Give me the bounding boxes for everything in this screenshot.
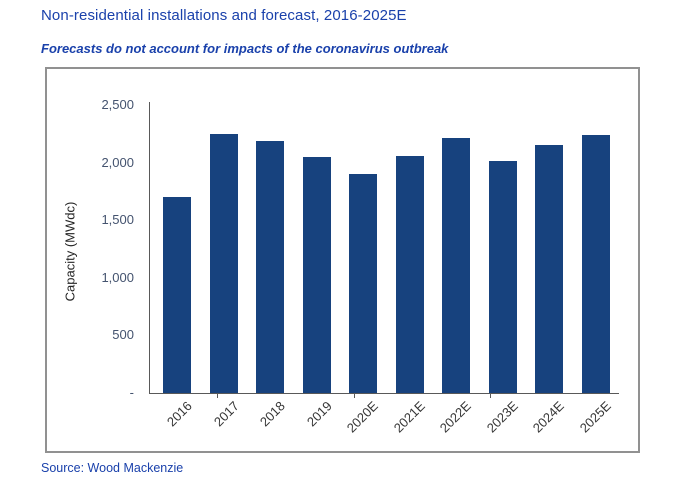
x-tick-label: 2022E [437,398,475,436]
x-tick-label: 2019 [303,398,335,430]
x-tick-label: 2017 [210,398,242,430]
bar-2018 [256,140,285,393]
chart-title: Non-residential installations and foreca… [41,7,407,24]
bar-2022E [442,138,471,393]
y-axis-title: Capacity (MWdc) [62,201,78,302]
x-tick-label: 2020E [343,398,382,436]
x-tick-label: 2024E [530,398,568,436]
x-tick-label: 2023E [483,398,521,436]
x-tick-label: 2021E [390,398,428,436]
x-axis-tick [217,394,218,398]
y-tick-label: 500 [112,327,134,343]
x-axis-tick [490,394,491,398]
chart-subtitle: Forecasts do not account for impacts of … [41,41,449,56]
bar-2021E [395,155,424,393]
y-axis-line [149,102,150,393]
bar-2024E [535,145,564,393]
y-tick-label: 1,500 [101,212,134,228]
x-tick-label: 2018 [256,398,289,430]
bar-2016 [163,197,191,393]
bar-2019 [302,156,331,393]
chart-plot-area: Capacity (MWdc) - 500 1,000 1,500 2,000 2,500… [45,67,640,453]
x-axis-tick [353,394,355,398]
y-tick-label: 2,000 [101,154,134,170]
bar-2020E [349,174,378,393]
x-tick-label: 2016 [163,398,195,430]
x-axis-line [149,393,619,394]
y-tick-label: 1,000 [101,269,134,285]
x-tick-label: 2025E [576,398,614,436]
y-tick-label: - [129,385,134,400]
bar-2023E [488,161,517,393]
y-tick-label: 2,500 [101,97,134,112]
bar-2017 [209,133,238,393]
bar-2025E [582,134,611,393]
source-text: Source: Wood Mackenzie [41,461,184,475]
